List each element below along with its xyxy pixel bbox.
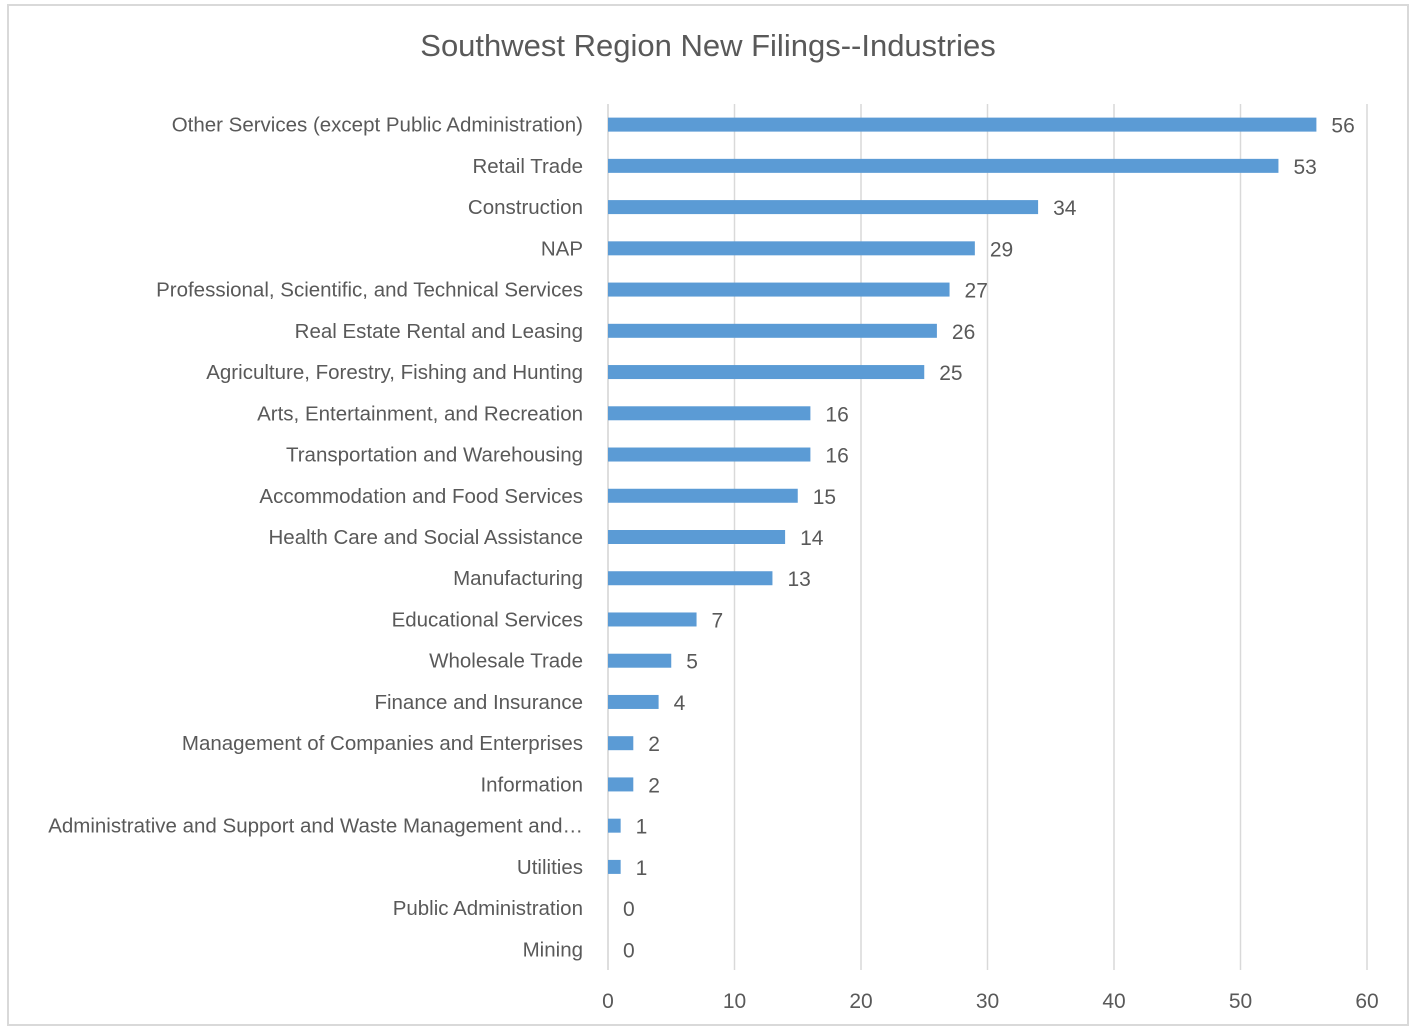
- x-tick-label: 10: [723, 990, 746, 1013]
- data-label: 53: [1293, 156, 1316, 179]
- category-label: Health Care and Social Assistance: [268, 526, 583, 549]
- category-label: Construction: [468, 196, 583, 219]
- bar: [608, 777, 634, 792]
- data-label: 2: [648, 774, 660, 797]
- category-label: Professional, Scientific, and Technical …: [156, 279, 583, 302]
- category-labels: Other Services (except Public Administra…: [48, 114, 583, 962]
- x-tick-label: 20: [849, 990, 872, 1013]
- category-label: Agriculture, Forestry, Fishing and Hunti…: [206, 361, 583, 384]
- data-label: 1: [636, 857, 648, 880]
- data-label: 14: [800, 527, 824, 550]
- chart-title: Southwest Region New Filings--Industries: [420, 28, 996, 63]
- bar: [608, 736, 634, 751]
- data-label: 16: [825, 403, 848, 426]
- category-label: Arts, Entertainment, and Recreation: [257, 402, 583, 425]
- x-tick-label: 0: [602, 990, 614, 1013]
- data-label: 16: [825, 445, 848, 468]
- bar: [608, 694, 659, 709]
- bar: [608, 117, 1317, 132]
- bar: [608, 365, 925, 380]
- bar: [608, 158, 1279, 173]
- data-label: 56: [1331, 115, 1354, 138]
- bar: [608, 818, 621, 833]
- data-label: 13: [787, 568, 810, 591]
- bar: [608, 571, 773, 586]
- x-tick-label: 50: [1229, 990, 1252, 1013]
- data-label: 7: [712, 609, 724, 632]
- bar: [608, 200, 1039, 215]
- data-label: 0: [623, 939, 635, 962]
- category-label: Finance and Insurance: [374, 691, 583, 714]
- category-label: Public Administration: [393, 897, 583, 920]
- data-label: 25: [939, 362, 962, 385]
- category-label: Information: [480, 773, 583, 796]
- x-tick-labels: 0 10 20 30 40 50 60: [602, 990, 1379, 1013]
- x-tick-label: 30: [976, 990, 999, 1013]
- x-tick-label: 40: [1102, 990, 1125, 1013]
- category-label: Manufacturing: [453, 567, 583, 590]
- bar: [608, 241, 975, 256]
- data-label: 4: [674, 692, 686, 715]
- category-label: NAP: [541, 237, 583, 260]
- bar: [608, 530, 786, 544]
- data-label: 29: [990, 238, 1013, 261]
- bar: [608, 488, 798, 503]
- bars: [608, 117, 1317, 874]
- bar: [608, 612, 697, 627]
- data-label: 15: [813, 486, 836, 509]
- category-label: Administrative and Support and Waste Man…: [48, 815, 583, 838]
- bar: [608, 323, 937, 338]
- data-label: 34: [1053, 197, 1077, 220]
- bar: [608, 282, 950, 297]
- category-label: Management of Companies and Enterprises: [182, 732, 583, 755]
- bar: [608, 859, 621, 874]
- data-label: 5: [686, 651, 698, 674]
- x-tick-label: 60: [1355, 990, 1378, 1013]
- category-label: Wholesale Trade: [429, 650, 583, 673]
- category-label: Transportation and Warehousing: [286, 444, 583, 467]
- category-label: Educational Services: [392, 608, 583, 631]
- category-label: Retail Trade: [472, 155, 583, 178]
- data-label: 1: [636, 816, 648, 839]
- bar: [608, 653, 672, 668]
- bar: [608, 406, 811, 421]
- chart-frame: [7, 4, 1409, 1026]
- data-label: 26: [952, 321, 975, 344]
- data-label: 27: [965, 280, 988, 303]
- category-label: Utilities: [517, 856, 583, 879]
- category-label: Other Services (except Public Administra…: [172, 114, 583, 137]
- data-label: 2: [648, 733, 660, 756]
- category-label: Mining: [523, 938, 583, 961]
- category-label: Real Estate Rental and Leasing: [295, 320, 583, 343]
- bar: [608, 447, 811, 462]
- data-label: 0: [623, 898, 635, 921]
- category-label: Accommodation and Food Services: [259, 485, 583, 508]
